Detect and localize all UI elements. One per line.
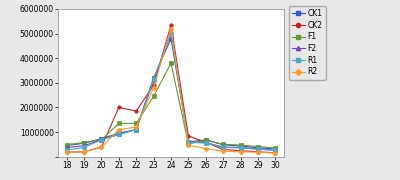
CK2 — [203, 141, 208, 143]
CK2 — [116, 106, 121, 109]
Line: F1: F1 — [65, 61, 277, 150]
F1 — [221, 143, 226, 145]
CK1 — [221, 144, 226, 146]
R1 — [64, 149, 69, 151]
CK1 — [116, 132, 121, 134]
CK2 — [99, 146, 104, 148]
R2 — [256, 151, 260, 153]
CK2 — [134, 110, 139, 112]
F2 — [221, 146, 226, 148]
Line: CK1: CK1 — [65, 37, 277, 151]
F2 — [186, 141, 191, 143]
R2 — [134, 126, 139, 128]
F1 — [64, 143, 69, 146]
Legend: CK1, CK2, F1, F2, R1, R2: CK1, CK2, F1, F2, R1, R2 — [288, 6, 326, 80]
CK2 — [82, 151, 86, 153]
F2 — [82, 145, 86, 147]
CK1 — [151, 77, 156, 79]
F1 — [82, 141, 86, 144]
CK1 — [99, 138, 104, 140]
R2 — [203, 148, 208, 150]
R2 — [273, 152, 278, 154]
CK2 — [238, 150, 243, 152]
CK2 — [221, 148, 226, 150]
R2 — [186, 144, 191, 146]
CK1 — [134, 129, 139, 131]
F1 — [256, 145, 260, 148]
F2 — [169, 31, 174, 33]
F1 — [116, 122, 121, 125]
Line: F2: F2 — [65, 31, 277, 152]
CK2 — [273, 152, 278, 154]
F2 — [256, 148, 260, 150]
F1 — [186, 143, 191, 145]
F2 — [64, 146, 69, 148]
R1 — [169, 33, 174, 35]
CK1 — [273, 148, 278, 150]
F2 — [151, 79, 156, 81]
F2 — [238, 146, 243, 148]
R1 — [82, 146, 86, 148]
F2 — [273, 149, 278, 151]
R1 — [134, 129, 139, 131]
CK1 — [238, 145, 243, 147]
R1 — [116, 133, 121, 136]
CK1 — [169, 37, 174, 40]
R1 — [273, 149, 278, 151]
Line: CK2: CK2 — [65, 23, 277, 154]
CK1 — [186, 141, 191, 143]
CK2 — [186, 135, 191, 137]
R1 — [99, 139, 104, 141]
F1 — [151, 95, 156, 97]
R2 — [116, 129, 121, 131]
R2 — [64, 151, 69, 153]
R1 — [203, 142, 208, 144]
CK1 — [64, 144, 69, 147]
CK2 — [256, 151, 260, 153]
R2 — [169, 28, 174, 30]
F1 — [203, 139, 208, 141]
F2 — [134, 129, 139, 131]
R1 — [151, 78, 156, 80]
R1 — [221, 146, 226, 148]
R2 — [99, 146, 104, 148]
CK2 — [151, 84, 156, 86]
CK1 — [256, 147, 260, 149]
Line: R2: R2 — [65, 27, 277, 155]
R2 — [82, 151, 86, 153]
F1 — [99, 139, 104, 141]
F1 — [273, 147, 278, 149]
R2 — [151, 87, 156, 89]
R1 — [238, 147, 243, 149]
F2 — [116, 133, 121, 136]
F1 — [169, 62, 174, 64]
F2 — [203, 141, 208, 144]
F1 — [238, 144, 243, 146]
F2 — [99, 139, 104, 141]
F1 — [134, 122, 139, 125]
R2 — [221, 150, 226, 152]
CK1 — [82, 142, 86, 144]
R1 — [186, 141, 191, 143]
CK2 — [64, 151, 69, 153]
CK1 — [203, 139, 208, 141]
Line: R1: R1 — [65, 32, 277, 152]
CK2 — [169, 24, 174, 26]
R2 — [238, 151, 243, 153]
R1 — [256, 148, 260, 150]
